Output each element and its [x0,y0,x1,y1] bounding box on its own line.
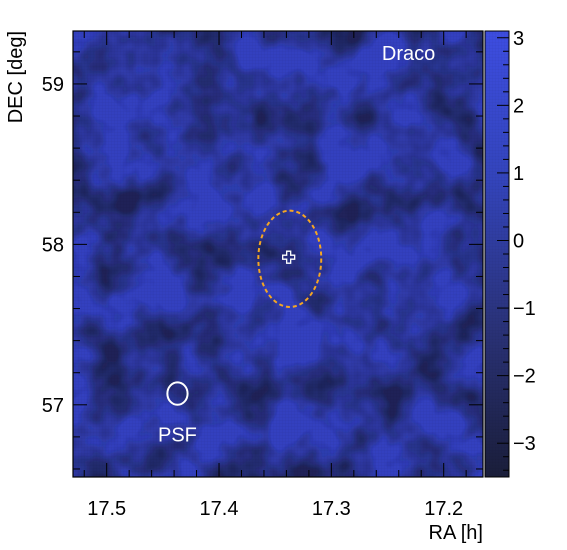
heatmap-mesh [73,31,483,477]
colorbar-tick-label: 1 [513,163,524,185]
colorbar: −3 −2 −1 0 1 2 3 [484,28,536,478]
y-tick-label: 57 [42,395,64,417]
psf-circle [166,381,189,406]
source-region-circle [257,209,323,308]
source-position-cross-icon [282,250,296,264]
colorbar-tick-label: −3 [513,433,536,455]
y-tick-label: 59 [42,74,64,96]
colorbar-tick-label: 0 [513,230,524,252]
x-tick-label: 17.4 [200,498,239,520]
psf-label: PSF [158,425,197,447]
y-axis-label: DEC [deg] [5,31,27,123]
colorbar-tick-label: 2 [513,95,524,117]
y-axis: 57 58 59 [42,51,483,470]
x-tick-label: 17.5 [87,498,126,520]
source-name-label: Draco [382,43,435,65]
plot-area [73,31,483,477]
y-tick-label: 58 [42,234,64,256]
x-tick-label: 17.3 [312,498,351,520]
x-tick-label: 17.2 [424,498,463,520]
colorbar-tick-label: −2 [513,366,536,388]
cross-icon-shape [282,250,296,264]
colorbar-tick-label: 3 [513,28,524,50]
plot-frame [72,30,484,478]
x-axis: 17.5 17.4 17.3 17.2 [83,31,467,520]
colorbar-axis: −3 −2 −1 0 1 2 3 [497,28,536,471]
x-axis-label: RA [h] [429,522,483,544]
colorbar-tick-label: −1 [513,298,536,320]
